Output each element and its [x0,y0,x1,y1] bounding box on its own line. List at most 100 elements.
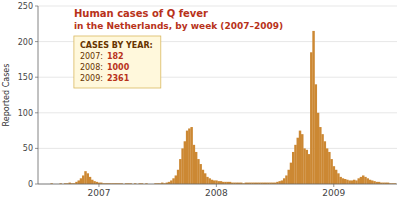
bar [310,52,312,184]
annotation-text: CASES BY YEAR: [80,41,153,50]
title: Human cases of Q fever [74,8,208,19]
annotation-box: CASES BY YEAR:2007:1822008:10002009:2361 [74,36,161,88]
grid-line [38,6,397,7]
bar [353,180,355,184]
bar [333,166,335,184]
bar [283,178,285,184]
bar [211,180,213,184]
bar [204,173,206,184]
bar [326,148,328,184]
bar [317,113,319,184]
bar [287,170,289,184]
bar [78,180,80,184]
x-tick-label: 2007 [88,188,111,198]
bar [312,31,314,184]
bar [181,148,183,184]
bar [206,177,208,184]
annotation-value: 1000 [107,63,130,72]
bar [301,134,303,184]
bar [373,181,375,184]
x-tick [333,184,334,187]
bar [346,180,348,184]
bar [292,152,294,184]
bar [344,179,346,184]
bar [364,177,366,184]
y-tick [35,148,38,149]
bar [172,178,174,184]
bar [184,141,186,184]
bar [342,178,344,184]
annotation-text: 2009: [80,74,103,83]
bar [170,180,172,184]
bar [220,181,222,184]
subtitle: in the Netherlands, by week (2007–2009) [74,21,283,31]
bar [218,181,220,184]
bar [197,159,199,184]
bar [351,180,353,184]
bar [362,175,364,184]
bar [193,145,195,184]
bar [294,145,296,184]
bar [195,152,197,184]
y-tick-label: 200 [18,38,33,47]
bar [337,173,339,184]
bar [199,164,201,184]
y-tick [35,6,38,7]
bar [91,180,93,184]
y-tick [35,184,38,185]
grid-line [38,112,397,113]
x-tick-label: 2008 [205,188,228,198]
y-axis-label: Reported Cases [2,64,11,127]
y-tick-label: 250 [18,2,33,11]
y-tick-label: 0 [28,180,33,189]
x-tick [216,184,217,187]
bar [80,178,82,184]
y-tick-label: 150 [18,73,33,82]
title-background [72,7,285,32]
bar [303,148,305,184]
bar [213,180,215,184]
bar [369,180,371,184]
bar [335,170,337,184]
bar [179,159,181,184]
y-tick-label: 50 [23,144,33,153]
bar [357,178,359,184]
bar [360,177,362,184]
bar [328,152,330,184]
bar [371,180,373,184]
bar [367,178,369,184]
grid-line [38,184,397,185]
bar [87,173,89,184]
bar [190,127,192,184]
x-tick-label: 2009 [322,188,345,198]
bar [177,170,179,184]
bar [89,177,91,184]
bar [84,171,86,184]
x-tick [98,184,99,187]
title-group: Human cases of Q fever in the Netherlands… [72,7,285,32]
annotation-text: 2008: [80,63,103,72]
bar [285,175,287,184]
grid [38,6,397,184]
bar [299,131,301,184]
bar [330,159,332,184]
y-tick [35,41,38,42]
bar [306,150,308,184]
bar [297,138,299,184]
bar [290,163,292,184]
bar [93,181,95,184]
annotation-value: 2361 [107,74,130,83]
bar [215,180,217,184]
grid-line [38,148,397,149]
bar [348,180,350,184]
bar [202,170,204,184]
bar [208,178,210,184]
bar [321,134,323,184]
y-axis [38,6,39,184]
bar [186,131,188,184]
chart: 050100150200250Reported Cases20072008200… [0,0,405,202]
bar [175,175,177,184]
bar [355,180,357,184]
annotation-text: 2007: [80,52,103,61]
x-axis [38,184,397,185]
